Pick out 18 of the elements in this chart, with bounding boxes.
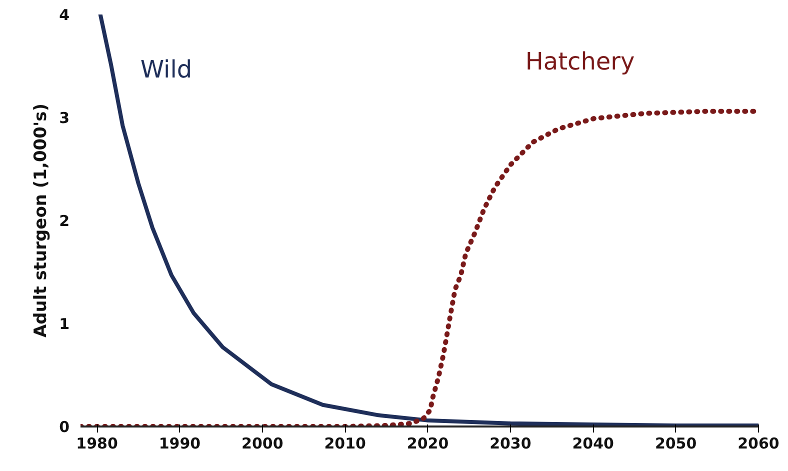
- x-tick-label: 2040: [572, 434, 614, 452]
- x-tick-label: 2050: [654, 434, 697, 452]
- x-tick-label: 2060: [738, 434, 780, 452]
- x-tick-label: 2010: [324, 434, 366, 452]
- y-tick-label: 3: [59, 109, 70, 127]
- y-tick-label: 0: [59, 418, 70, 436]
- x-tick-label: 2030: [490, 434, 532, 452]
- line-series: [98, 14, 758, 426]
- y-tick-label: 1: [59, 315, 70, 333]
- y-tick-label: 2: [59, 212, 70, 230]
- y-tick-label: 4: [59, 6, 70, 24]
- x-tick-label: 2020: [406, 434, 449, 452]
- series-label: Wild: [140, 56, 192, 84]
- x-tick-label: 1980: [76, 434, 118, 452]
- series-label: Hatchery: [525, 47, 635, 76]
- x-tick-label: 2000: [242, 434, 284, 452]
- y-axis-title: Adult sturgeon (1,000's): [31, 103, 52, 338]
- x-tick-label: 1990: [158, 434, 201, 452]
